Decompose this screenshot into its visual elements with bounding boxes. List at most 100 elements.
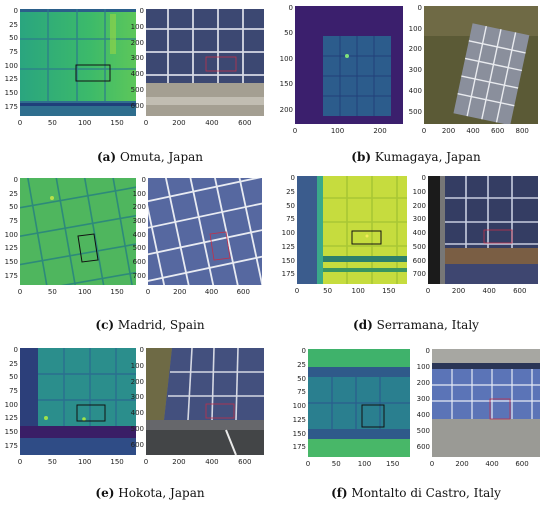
y-tick-label: 600 — [132, 257, 146, 266]
x-tick-label: 100 — [78, 458, 92, 466]
rgb-image-f — [432, 349, 540, 457]
x-tick-label: 100 — [78, 288, 92, 296]
y-tick-label: 500 — [132, 244, 146, 253]
x-tick-label: 50 — [331, 460, 341, 468]
y-tick-label: 600 — [130, 101, 144, 110]
y-tick-label: 0 — [421, 174, 426, 182]
x-tick-label: 0 — [143, 458, 149, 466]
y-tick-label: 400 — [412, 229, 426, 238]
x-tick-label: 0 — [292, 127, 298, 135]
y-tick-label: 175 — [4, 441, 18, 450]
y-tick-label: 125 — [292, 415, 306, 424]
x-tick-label: 600 — [513, 287, 527, 295]
y-tick-label: 100 — [130, 361, 144, 370]
y-tick-label: 75 — [9, 47, 18, 56]
x-tick-label: 200 — [441, 127, 456, 135]
y-tick-label: 0 — [13, 7, 18, 15]
y-tick-label: 700 — [132, 271, 146, 280]
caption-b: (b) Kumagaya, Japan — [351, 150, 481, 164]
thermal-image-b — [295, 6, 403, 124]
y-tick-label: 75 — [9, 386, 18, 395]
x-tick-label: 150 — [110, 458, 124, 466]
y-tick-label: 25 — [286, 187, 295, 196]
y-tick-label: 400 — [408, 86, 422, 95]
y-tick-label: 600 — [412, 256, 426, 265]
x-tick-label: 600 — [238, 119, 252, 127]
thermal-image-d — [297, 176, 407, 284]
y-tick-label: 500 — [130, 85, 144, 94]
y-tick-label: 300 — [130, 393, 144, 402]
y-tick-label: 0 — [13, 346, 18, 354]
y-tick-label: 100 — [4, 61, 18, 70]
y-tick-label: 300 — [416, 394, 430, 403]
x-tick-label: 100 — [330, 127, 345, 135]
y-tick-label: 400 — [416, 410, 430, 419]
y-tick-label: 75 — [286, 215, 295, 224]
x-tick-label: 400 — [205, 458, 219, 466]
y-tick-label: 500 — [130, 424, 144, 433]
y-tick-label: 125 — [4, 414, 18, 423]
y-tick-label: 50 — [284, 29, 293, 38]
y-tick-label: 200 — [279, 105, 293, 114]
x-tick-label: 200 — [172, 458, 186, 466]
y-tick-label: 75 — [297, 388, 306, 397]
y-tick-label: 175 — [281, 270, 295, 279]
y-tick-label: 100 — [416, 362, 430, 371]
y-tick-label: 200 — [408, 45, 422, 54]
y-tick-label: 100 — [132, 189, 146, 198]
x-tick-label: 0 — [17, 458, 23, 466]
y-tick-label: 600 — [416, 442, 430, 451]
x-tick-label: 600 — [238, 458, 252, 466]
x-tick-label: 200 — [451, 287, 466, 295]
thermal-image-c — [20, 178, 136, 285]
x-tick-label: 0 — [425, 287, 431, 295]
thermal-image-f — [308, 349, 410, 457]
x-tick-label: 0 — [143, 119, 149, 127]
x-tick-label: 600 — [515, 460, 529, 468]
x-tick-label: 0 — [294, 287, 300, 295]
y-tick-label: 150 — [4, 257, 18, 266]
x-tick-label: 150 — [110, 119, 124, 127]
x-tick-label: 400 — [482, 287, 496, 295]
y-tick-label: 25 — [297, 360, 306, 369]
x-tick-label: 200 — [455, 460, 469, 468]
y-tick-label: 50 — [9, 34, 18, 43]
rgb-image-a — [146, 9, 264, 116]
y-tick-label: 125 — [4, 75, 18, 84]
rgb-image-c — [148, 178, 262, 285]
y-tick-label: 75 — [9, 216, 18, 225]
y-tick-label: 300 — [132, 216, 146, 225]
y-tick-label: 400 — [132, 230, 146, 239]
y-tick-label: 200 — [416, 378, 430, 387]
x-tick-label: 50 — [47, 458, 57, 466]
x-tick-label: 400 — [204, 288, 219, 296]
y-tick-label: 0 — [141, 176, 146, 184]
thermal-image-e — [20, 348, 136, 455]
y-tick-label: 25 — [9, 189, 18, 198]
caption-a: (a) Omuta, Japan — [96, 150, 204, 164]
y-tick-label: 200 — [412, 201, 426, 210]
y-tick-label: 400 — [130, 409, 144, 418]
y-tick-label: 50 — [9, 373, 18, 382]
x-tick-label: 150 — [382, 287, 396, 295]
y-tick-label: 100 — [292, 402, 306, 411]
y-tick-label: 0 — [139, 346, 144, 354]
x-tick-label: 100 — [78, 119, 92, 127]
y-tick-label: 200 — [130, 38, 144, 47]
y-tick-label: 150 — [292, 429, 306, 438]
x-tick-label: 0 — [429, 460, 435, 468]
y-tick-label: 600 — [130, 440, 144, 449]
y-tick-label: 50 — [297, 374, 306, 383]
x-tick-label: 100 — [357, 460, 372, 468]
y-tick-label: 0 — [425, 347, 430, 355]
y-tick-label: 300 — [412, 215, 426, 224]
y-tick-label: 25 — [9, 20, 18, 29]
y-tick-label: 100 — [281, 229, 295, 238]
y-tick-label: 150 — [4, 88, 18, 97]
x-tick-label: 200 — [172, 119, 186, 127]
y-tick-label: 100 — [130, 22, 144, 31]
y-tick-label: 25 — [9, 359, 18, 368]
caption-d: (d) Serramana, Italy — [353, 318, 479, 332]
x-tick-label: 0 — [145, 288, 151, 296]
y-tick-label: 200 — [132, 203, 146, 212]
